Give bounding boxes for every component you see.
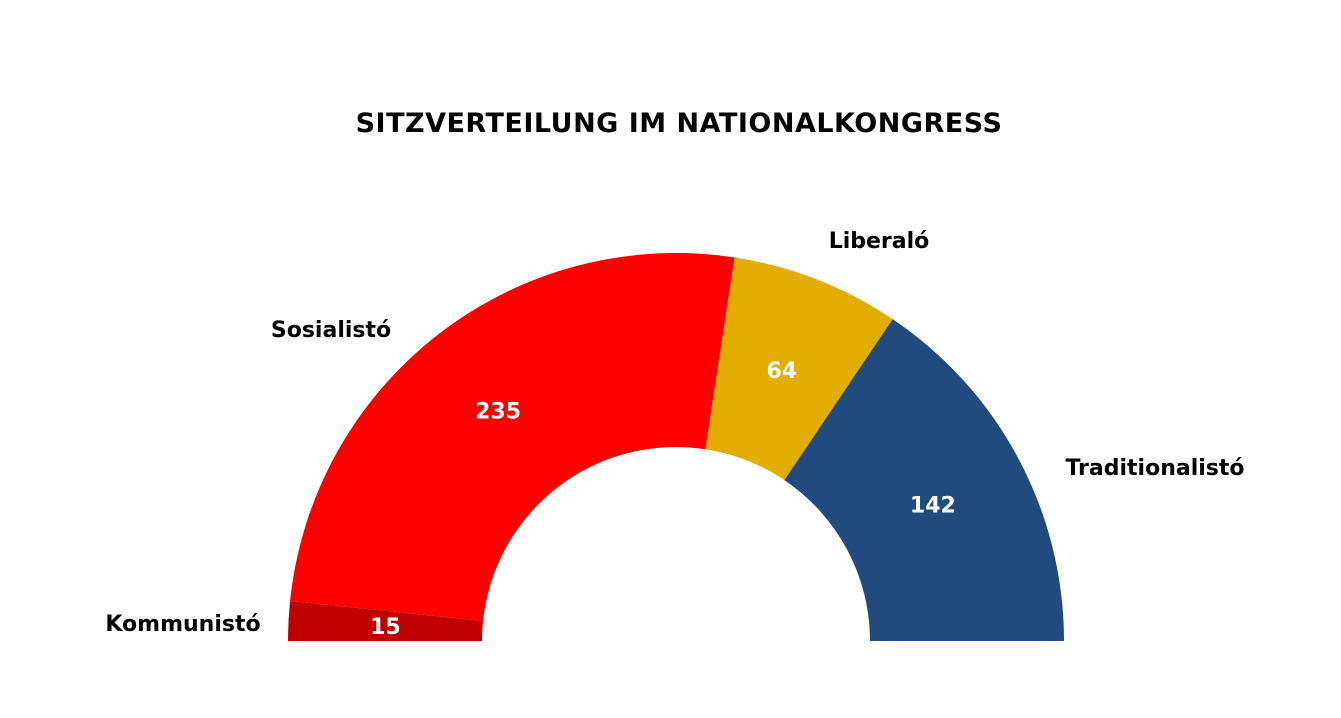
slice-traditionalisto <box>784 319 1064 641</box>
category-label-liberalo: Liberaló <box>829 229 930 254</box>
value-label-kommunisto: 15 <box>370 615 401 640</box>
value-label-sosialisto: 235 <box>475 400 521 425</box>
slice-liberalo <box>705 257 893 481</box>
category-label-kommunisto: Kommunistó <box>105 612 260 637</box>
chart-title: SITZVERTEILUNG IM NATIONALKONGRESS <box>355 108 1003 139</box>
value-label-liberalo: 64 <box>766 359 797 384</box>
chart-slices <box>288 252 1064 641</box>
slice-sosialisto <box>290 252 735 621</box>
slice-kommunisto <box>288 600 484 641</box>
value-label-traditionalisto: 142 <box>910 493 956 518</box>
chart-value-labels: 15 235 64 142 <box>370 359 956 640</box>
baseline-mask <box>0 641 1341 718</box>
chart-category-labels: Kommunistó Sosialistó Liberaló Traditionali… <box>105 229 1244 637</box>
category-label-traditionalisto: Traditionalistó <box>1065 456 1244 481</box>
category-label-sosialisto: Sosialistó <box>271 318 391 343</box>
